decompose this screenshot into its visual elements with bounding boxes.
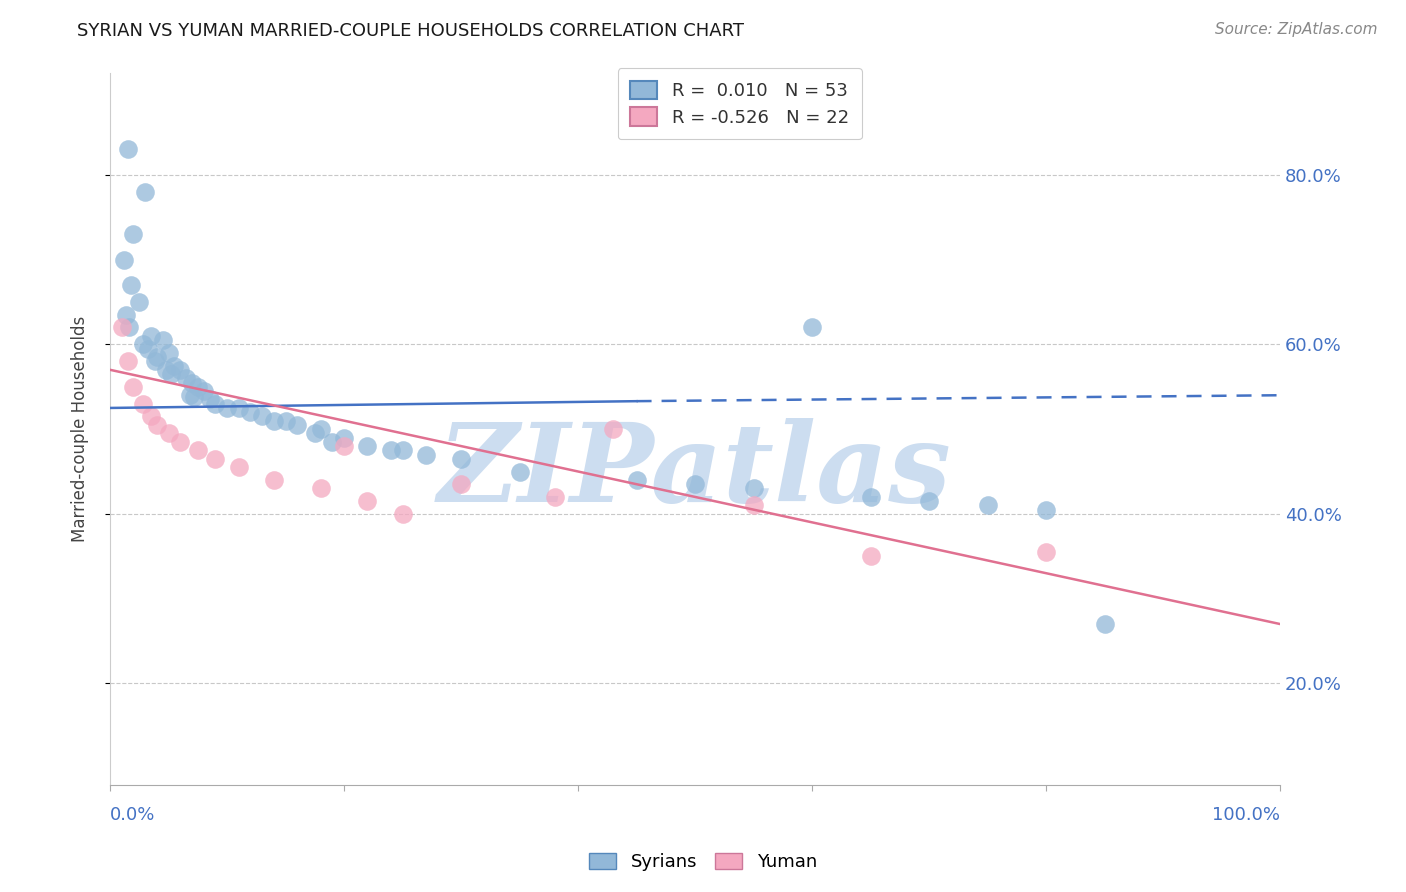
Point [117,143,139,157]
Point [859,490,882,504]
Point [309,482,332,496]
Point [204,397,226,411]
Point [115,308,138,322]
Y-axis label: Married-couple Households: Married-couple Households [72,316,89,542]
Point [742,482,765,496]
Point [543,490,565,504]
Point [179,388,201,402]
Point [356,439,378,453]
Point [111,320,134,334]
Point [356,494,378,508]
Point [122,380,145,394]
Point [204,451,226,466]
Legend: R =  0.010   N = 53, R = -0.526   N = 22: R = 0.010 N = 53, R = -0.526 N = 22 [617,68,862,139]
Point [228,401,250,415]
Point [274,414,297,428]
Point [1094,617,1116,632]
Point [321,434,343,449]
Point [169,434,191,449]
Point [217,401,239,415]
Point [1035,545,1057,559]
Point [132,397,155,411]
Point [139,409,162,424]
Point [976,499,998,513]
Point [139,329,162,343]
Point [380,443,402,458]
Point [122,227,145,242]
Text: 0.0%: 0.0% [110,806,156,824]
Point [1035,502,1057,516]
Point [174,371,197,385]
Text: Source: ZipAtlas.com: Source: ZipAtlas.com [1215,22,1378,37]
Point [263,414,285,428]
Text: 100.0%: 100.0% [1212,806,1279,824]
Point [391,507,413,521]
Point [117,354,139,368]
Point [509,465,531,479]
Point [450,477,472,491]
Point [228,460,250,475]
Point [181,376,204,390]
Point [134,185,156,199]
Point [859,549,882,564]
Point [450,451,472,466]
Point [801,320,824,334]
Point [163,359,186,373]
Point [155,363,177,377]
Point [187,380,209,394]
Point [146,417,169,432]
Point [626,473,648,487]
Point [193,384,215,398]
Point [742,499,765,513]
Point [157,426,180,441]
Text: ZIPatlas: ZIPatlas [439,418,952,525]
Point [683,477,706,491]
Point [128,295,150,310]
Point [120,278,142,293]
Point [415,448,437,462]
Point [183,390,205,404]
Point [918,494,941,508]
Point [118,320,141,334]
Point [152,333,174,347]
Point [157,346,180,360]
Text: SYRIAN VS YUMAN MARRIED-COUPLE HOUSEHOLDS CORRELATION CHART: SYRIAN VS YUMAN MARRIED-COUPLE HOUSEHOLD… [77,22,744,40]
Point [263,473,285,487]
Point [136,342,159,356]
Point [285,417,308,432]
Point [187,443,209,458]
Point [333,439,356,453]
Point [146,350,169,364]
Point [112,252,135,267]
Legend: Syrians, Yuman: Syrians, Yuman [582,846,824,879]
Point [169,363,191,377]
Point [602,422,624,436]
Point [239,405,262,419]
Point [160,367,183,381]
Point [309,422,332,436]
Point [304,426,326,441]
Point [143,354,166,368]
Point [391,443,413,458]
Point [250,409,273,424]
Point [333,431,356,445]
Point [198,392,221,407]
Point [132,337,155,351]
